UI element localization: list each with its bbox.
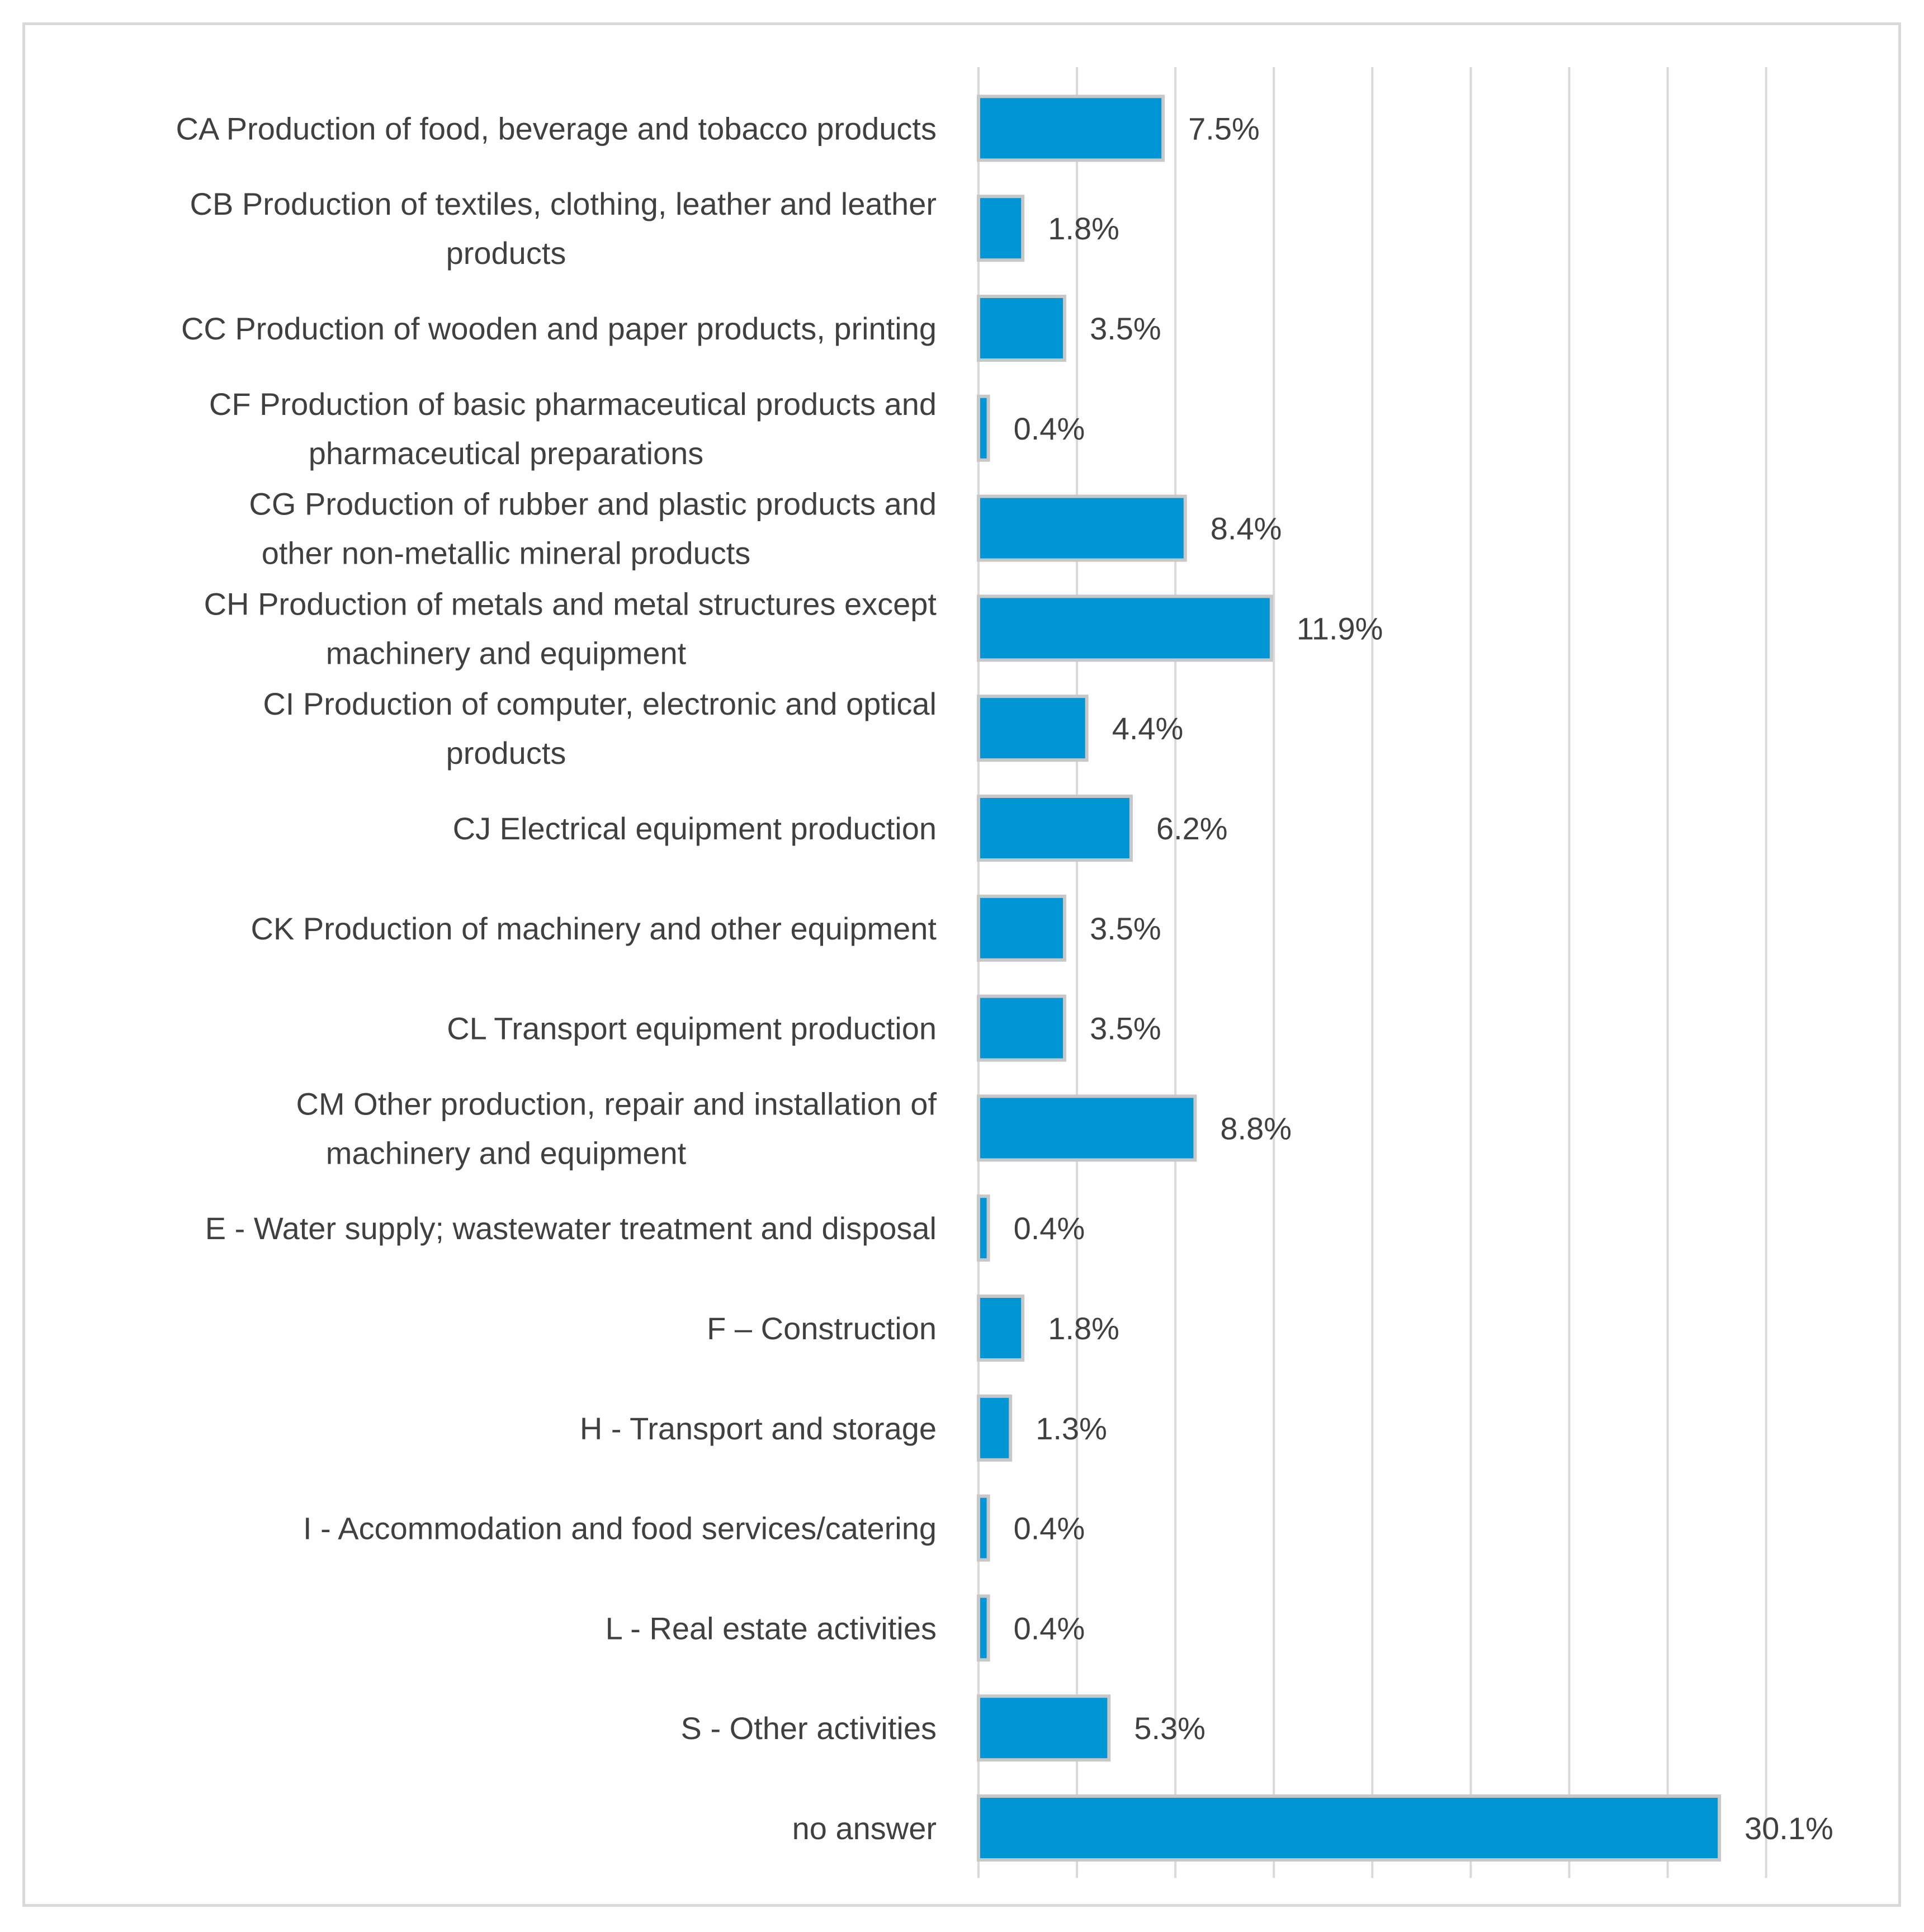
category-label: CA Production of food, beverage and toba… (176, 111, 937, 146)
data-label: 11.9% (1297, 611, 1383, 646)
data-label: 3.5% (1090, 911, 1161, 946)
category-label: L - Real estate activities (606, 1610, 937, 1646)
category-label: CC Production of wooden and paper produc… (181, 311, 937, 346)
bar (977, 195, 1025, 262)
category-label: CM Other production, repair and installa… (296, 1086, 937, 1121)
bar (977, 795, 1133, 862)
category-label: CL Transport equipment production (447, 1011, 937, 1046)
category-label: machinery and equipment (326, 1135, 687, 1170)
bar (977, 1494, 990, 1562)
data-label: 1.3% (1036, 1411, 1107, 1446)
bar (977, 95, 1165, 162)
bar (977, 695, 1089, 762)
category-label: CG Production of rubber and plastic prod… (249, 486, 937, 522)
category-label: pharmaceutical preparations (309, 436, 704, 471)
category-label: I - Accommodation and food services/cate… (303, 1511, 937, 1546)
category-label: F – Construction (707, 1311, 937, 1346)
data-label: 8.4% (1211, 511, 1282, 546)
category-label: CI Production of computer, electronic an… (263, 686, 937, 721)
data-label: 0.4% (1014, 411, 1085, 446)
category-label: S - Other activities (681, 1711, 937, 1746)
data-label: 3.5% (1090, 311, 1161, 346)
category-label: products (446, 235, 566, 271)
bar (977, 1694, 1111, 1762)
data-label: 8.8% (1220, 1111, 1292, 1146)
bar (977, 1794, 1721, 1862)
data-label: 1.8% (1048, 211, 1119, 246)
bar (977, 894, 1067, 962)
category-label: products (446, 735, 566, 771)
data-label: 30.1% (1745, 1811, 1833, 1846)
bar-chart: 7.5% CA Production of food, beverage and … (176, 67, 1833, 1878)
category-label: H - Transport and storage (580, 1411, 937, 1446)
data-label: 0.4% (1014, 1511, 1085, 1546)
data-label: 3.5% (1090, 1011, 1161, 1046)
bar (977, 1594, 990, 1662)
category-label: CH Production of metals and metal struct… (204, 586, 937, 621)
data-label: 1.8% (1048, 1311, 1119, 1346)
bar (977, 594, 1273, 662)
category-label: CK Production of machinery and other equ… (251, 911, 937, 946)
bar (977, 1394, 1013, 1462)
category-label: E - Water supply; wastewater treatment a… (205, 1211, 937, 1246)
bar (977, 1295, 1025, 1362)
bar (977, 994, 1067, 1062)
data-label: 7.5% (1188, 111, 1260, 146)
data-label: 4.4% (1112, 711, 1184, 746)
data-label: 0.4% (1014, 1610, 1085, 1646)
bar (977, 1094, 1197, 1162)
bar (977, 1194, 990, 1262)
bar (977, 394, 990, 462)
category-label: CB Production of textiles, clothing, lea… (190, 186, 937, 221)
chart-frame: 7.5% CA Production of food, beverage and … (22, 22, 1901, 1907)
bar (977, 295, 1067, 362)
category-label: CJ Electrical equipment production (453, 811, 937, 846)
category-label: no answer (792, 1811, 937, 1846)
data-label: 0.4% (1014, 1211, 1085, 1246)
bar (977, 494, 1187, 562)
category-label: machinery and equipment (326, 635, 687, 670)
data-label: 6.2% (1156, 811, 1228, 846)
category-label: other non-metallic mineral products (262, 536, 751, 571)
data-label: 5.3% (1134, 1711, 1206, 1746)
category-label: CF Production of basic pharmaceutical pr… (209, 386, 937, 422)
